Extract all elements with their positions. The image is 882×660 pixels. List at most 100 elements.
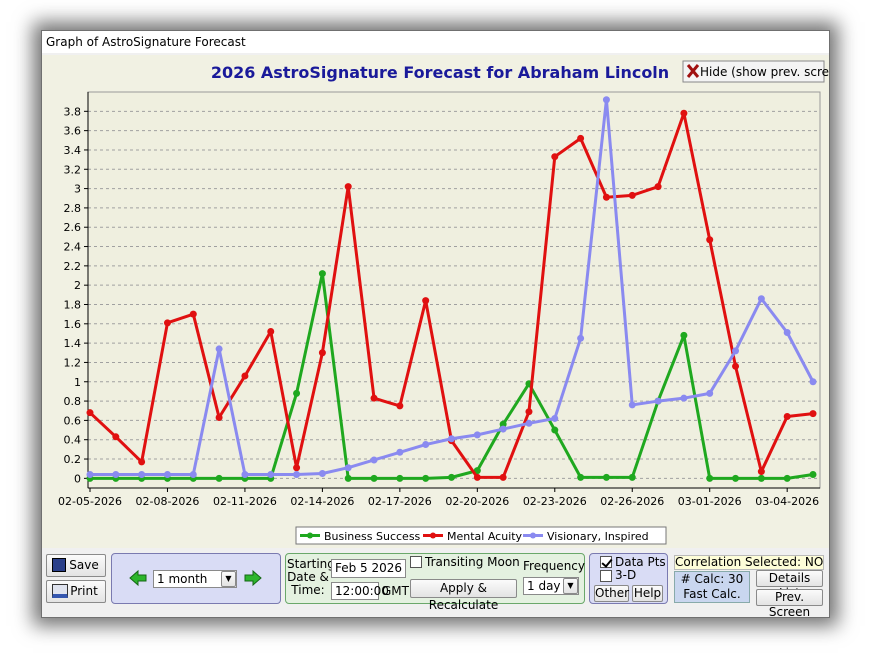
data-point bbox=[809, 470, 817, 478]
data-point bbox=[525, 419, 533, 427]
prev-arrow[interactable] bbox=[128, 569, 148, 587]
data-point bbox=[680, 331, 688, 339]
chart-title: 2026 AstroSignature Forecast for Abraham… bbox=[211, 63, 669, 82]
data-point bbox=[396, 402, 404, 410]
data-point bbox=[628, 401, 636, 409]
data-point bbox=[680, 109, 688, 117]
plot-area bbox=[87, 91, 821, 489]
data-point bbox=[112, 433, 120, 441]
save-label[interactable]: Save bbox=[69, 558, 99, 572]
data-point bbox=[577, 334, 585, 342]
data-point bbox=[783, 474, 791, 482]
data-point bbox=[654, 397, 662, 405]
other-label[interactable]: Other bbox=[595, 586, 630, 600]
data-point bbox=[344, 474, 352, 482]
data-point bbox=[189, 310, 197, 318]
transiting-moon-label[interactable]: Transiting Moon bbox=[425, 555, 520, 569]
data-point bbox=[293, 470, 301, 478]
data-point bbox=[602, 96, 610, 104]
apply-label[interactable]: Apply & Recalculate bbox=[428, 581, 499, 612]
data-pts-checkbox[interactable] bbox=[600, 556, 612, 568]
prev-screen-label[interactable]: Prev. Screen bbox=[768, 590, 811, 619]
data-point bbox=[448, 473, 455, 481]
data-point bbox=[757, 468, 765, 476]
data-point bbox=[551, 414, 559, 422]
date-value[interactable]: Feb 5 2026 bbox=[335, 561, 403, 575]
data-point bbox=[241, 470, 249, 478]
dropdown-arrow[interactable]: ▼ bbox=[563, 578, 578, 594]
data-point bbox=[757, 295, 765, 303]
dropdown-arrow[interactable]: ▼ bbox=[221, 571, 236, 587]
y-tick-label: 0.4 bbox=[64, 434, 82, 447]
frequency-label: Frequency bbox=[523, 559, 585, 573]
data-point bbox=[318, 270, 326, 278]
hide-button[interactable]: Hide (show prev. screen) bbox=[682, 60, 829, 83]
legend-marker bbox=[430, 532, 436, 539]
prev-period[interactable] bbox=[128, 569, 148, 587]
data-point bbox=[628, 191, 636, 199]
next-period[interactable] bbox=[243, 569, 263, 587]
x-tick-label: 02-23-2026 bbox=[523, 495, 587, 508]
data-point bbox=[318, 349, 326, 357]
apply-button[interactable]: Apply & Recalculate bbox=[410, 579, 517, 612]
details-button[interactable]: Details List bbox=[756, 570, 823, 600]
data-point bbox=[525, 408, 533, 416]
legend-label: Mental Acuity bbox=[447, 530, 523, 543]
transiting-moon-checkbox[interactable] bbox=[410, 556, 422, 568]
y-tick-label: 0 bbox=[74, 472, 81, 485]
date-input[interactable]: Feb 5 2026 bbox=[331, 559, 406, 578]
y-tick-label: 1.6 bbox=[64, 318, 82, 331]
y-tick-label: 1.8 bbox=[64, 298, 82, 311]
data-point bbox=[344, 183, 352, 191]
three-d-checkbox[interactable] bbox=[600, 570, 612, 582]
data-point bbox=[706, 389, 714, 397]
period-select[interactable]: 1 month bbox=[153, 570, 237, 588]
help-button[interactable]: Help bbox=[632, 585, 663, 602]
time-value[interactable]: 12:00:00 bbox=[335, 584, 389, 598]
data-point bbox=[396, 448, 404, 456]
data-point bbox=[396, 474, 404, 482]
start-label-line: Starting bbox=[287, 557, 335, 571]
data-point bbox=[370, 456, 378, 464]
legend-marker bbox=[530, 532, 536, 539]
data-point bbox=[293, 464, 301, 472]
x-tick-label: 02-14-2026 bbox=[290, 495, 354, 508]
data-point bbox=[551, 153, 559, 161]
frequency-value[interactable]: 1 day bbox=[527, 579, 561, 593]
hide-button-bg[interactable] bbox=[682, 60, 825, 83]
data-point bbox=[267, 470, 275, 478]
next-arrow[interactable] bbox=[243, 569, 263, 587]
data-point bbox=[680, 394, 688, 402]
period-value[interactable]: 1 month bbox=[157, 572, 208, 586]
help-label[interactable]: Help bbox=[633, 586, 662, 600]
three-d-label[interactable]: 3-D bbox=[615, 568, 637, 582]
data-point bbox=[86, 409, 94, 417]
data-point bbox=[138, 458, 146, 466]
y-tick-label: 0.6 bbox=[64, 414, 82, 427]
x-tick-label: 02-11-2026 bbox=[213, 495, 277, 508]
y-tick-label: 2.6 bbox=[64, 221, 82, 234]
time-input[interactable]: 12:00:00 bbox=[331, 582, 389, 600]
data-point bbox=[732, 474, 740, 482]
data-point bbox=[577, 473, 585, 481]
timezone: GMT bbox=[382, 584, 409, 598]
data-point bbox=[215, 345, 223, 353]
y-tick-label: 2.2 bbox=[64, 260, 82, 273]
print-label[interactable]: Print bbox=[70, 584, 98, 598]
hide-button-label[interactable]: Hide (show prev. screen) bbox=[700, 65, 829, 79]
x-tick-label: 02-05-2026 bbox=[58, 495, 122, 508]
data-point bbox=[370, 394, 378, 402]
data-point bbox=[422, 474, 430, 482]
other-button[interactable]: Other bbox=[594, 585, 629, 602]
data-point bbox=[112, 470, 120, 478]
data-point bbox=[551, 426, 559, 434]
data-point bbox=[215, 413, 223, 421]
data-point bbox=[318, 470, 326, 478]
prev-screen-button[interactable]: Prev. Screen bbox=[756, 589, 823, 619]
y-tick-label: 3.2 bbox=[64, 163, 82, 176]
data-pts-label[interactable]: Data Pts bbox=[615, 555, 666, 569]
data-point bbox=[732, 347, 740, 355]
data-point bbox=[783, 328, 791, 336]
y-tick-label: 0.8 bbox=[64, 395, 82, 408]
